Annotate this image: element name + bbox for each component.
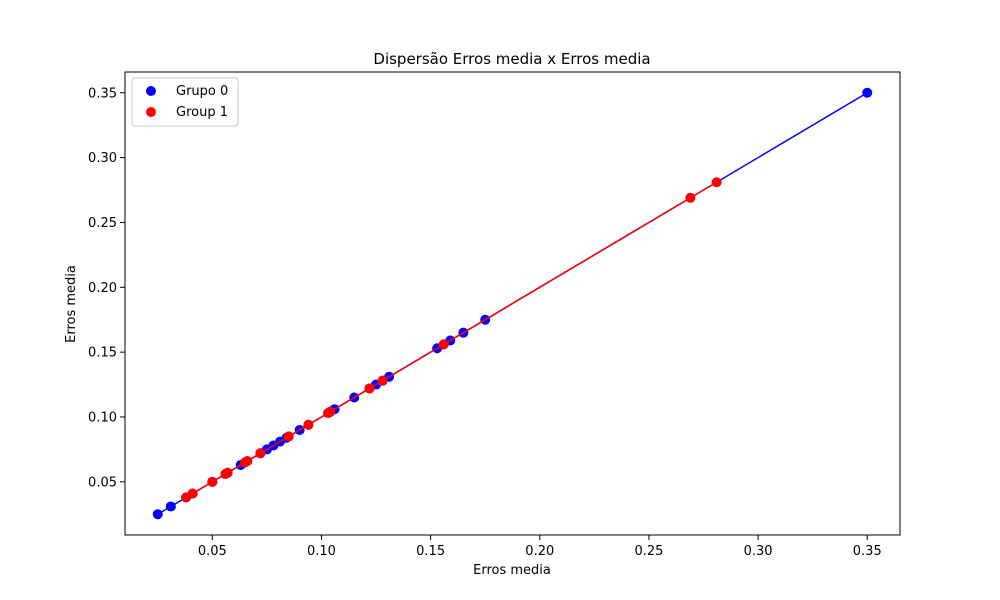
data-point-s1-14 (438, 339, 449, 350)
legend-marker-grupo-0 (146, 86, 156, 96)
y-tick-label: 0.15 (88, 346, 117, 361)
data-point-s0-27 (862, 87, 873, 98)
y-tick-label: 0.35 (88, 86, 117, 101)
data-point-s1-11 (325, 406, 336, 417)
x-tick-label: 0.35 (853, 544, 882, 559)
legend: Grupo 0 Group 1 (131, 77, 239, 127)
data-point-s1-2 (207, 476, 218, 487)
data-point-s1-1 (187, 488, 198, 499)
x-tick-label: 0.25 (634, 544, 663, 559)
data-point-s1-15 (685, 192, 696, 203)
plot-area (152, 87, 873, 520)
x-tick-label: 0.10 (307, 544, 336, 559)
y-tick-label: 0.10 (88, 410, 117, 425)
chart-title: Dispersão Erros media x Erros media (373, 50, 650, 68)
x-tick-label: 0.20 (525, 544, 554, 559)
x-tick-label: 0.15 (416, 544, 445, 559)
data-point-s1-6 (242, 456, 253, 467)
data-point-s1-8 (283, 431, 294, 442)
y-tick-label: 0.20 (88, 281, 117, 296)
data-point-s1-4 (222, 467, 233, 478)
x-tick-label: 0.05 (198, 544, 227, 559)
y-tick-label: 0.05 (88, 475, 117, 490)
y-tick-label: 0.30 (88, 151, 117, 166)
y-tick-label: 0.25 (88, 216, 117, 231)
data-point-s1-12 (364, 383, 375, 394)
y-axis: 0.05 0.10 0.15 0.20 0.25 0.30 0.35 (88, 86, 125, 490)
x-axis: 0.05 0.10 0.15 0.20 0.25 0.30 0.35 (198, 535, 882, 559)
legend-label-grupo-0: Grupo 0 (176, 84, 228, 99)
series-line-1 (185, 181, 718, 499)
legend-marker-group-1 (146, 107, 156, 117)
legend-box (131, 77, 239, 127)
axes-frame (124, 71, 901, 536)
legend-label-group-1: Group 1 (176, 105, 228, 120)
data-point-s1-16 (711, 177, 722, 188)
data-point-s0-1 (165, 501, 176, 512)
data-point-s1-7 (255, 448, 266, 459)
data-point-s0-0 (152, 509, 163, 520)
data-point-s1-13 (377, 375, 388, 386)
x-tick-label: 0.30 (744, 544, 773, 559)
x-axis-label: Erros media (473, 563, 551, 578)
data-point-s1-9 (303, 419, 314, 430)
y-axis-label: Erros media (64, 265, 79, 343)
